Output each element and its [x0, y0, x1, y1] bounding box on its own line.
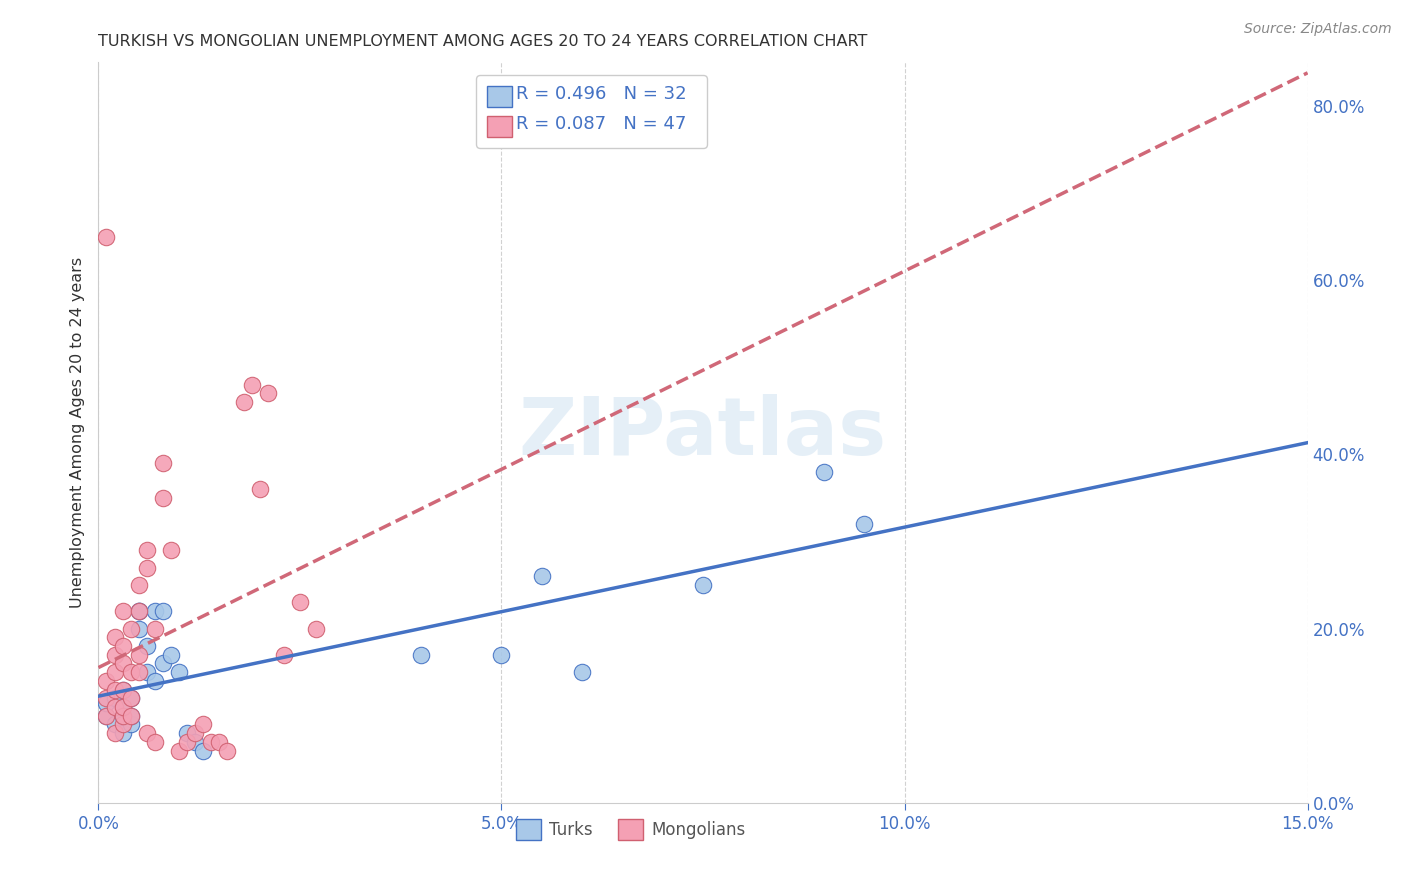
Point — [103, 665, 125, 680]
Point — [135, 543, 157, 558]
Point — [111, 604, 134, 618]
Point — [111, 700, 134, 714]
Point — [96, 708, 118, 723]
Point — [111, 682, 134, 697]
Point — [853, 517, 876, 532]
Point — [103, 682, 125, 697]
Point — [120, 717, 142, 731]
Point — [96, 691, 118, 706]
Point — [120, 708, 142, 723]
Point — [111, 682, 134, 697]
Point — [152, 491, 174, 505]
Point — [813, 465, 835, 479]
Point — [96, 708, 118, 723]
Text: R = 0.087   N = 47: R = 0.087 N = 47 — [516, 115, 686, 133]
Point — [208, 735, 231, 749]
Point — [491, 648, 513, 662]
Point — [96, 696, 118, 710]
Point — [103, 717, 125, 731]
Point — [143, 673, 166, 688]
Point — [200, 735, 222, 749]
Point — [111, 708, 134, 723]
Point — [128, 665, 150, 680]
Point — [103, 630, 125, 644]
Point — [120, 691, 142, 706]
Point — [160, 648, 183, 662]
Point — [176, 726, 198, 740]
Point — [135, 726, 157, 740]
Text: TURKISH VS MONGOLIAN UNEMPLOYMENT AMONG AGES 20 TO 24 YEARS CORRELATION CHART: TURKISH VS MONGOLIAN UNEMPLOYMENT AMONG … — [98, 34, 868, 49]
Point — [176, 735, 198, 749]
Point — [152, 657, 174, 671]
Point — [128, 622, 150, 636]
Point — [128, 648, 150, 662]
Point — [167, 743, 190, 757]
Point — [256, 386, 278, 401]
Point — [692, 578, 714, 592]
Point — [120, 622, 142, 636]
Point — [152, 604, 174, 618]
Y-axis label: Unemployment Among Ages 20 to 24 years: Unemployment Among Ages 20 to 24 years — [69, 257, 84, 608]
Point — [128, 604, 150, 618]
Point — [273, 648, 295, 662]
Point — [240, 377, 263, 392]
Point — [128, 604, 150, 618]
Point — [111, 708, 134, 723]
Point — [160, 543, 183, 558]
Text: Source: ZipAtlas.com: Source: ZipAtlas.com — [1244, 22, 1392, 37]
Point — [96, 673, 118, 688]
Point — [135, 665, 157, 680]
Point — [232, 395, 254, 409]
Text: ZIPatlas: ZIPatlas — [519, 393, 887, 472]
Point — [193, 743, 215, 757]
Point — [103, 691, 125, 706]
Point — [111, 639, 134, 653]
Point — [288, 595, 311, 609]
Point — [111, 700, 134, 714]
Point — [193, 717, 215, 731]
Point — [120, 691, 142, 706]
Text: R = 0.496   N = 32: R = 0.496 N = 32 — [516, 85, 686, 103]
Point — [143, 735, 166, 749]
Legend: Turks, Mongolians: Turks, Mongolians — [509, 813, 752, 847]
Point — [305, 622, 328, 636]
Point — [143, 604, 166, 618]
Point — [128, 578, 150, 592]
Point — [128, 604, 150, 618]
Point — [135, 639, 157, 653]
Point — [217, 743, 239, 757]
Point — [409, 648, 432, 662]
Point — [111, 717, 134, 731]
Point — [111, 657, 134, 671]
Point — [530, 569, 553, 583]
Point — [120, 708, 142, 723]
Point — [111, 726, 134, 740]
Point — [103, 648, 125, 662]
Point — [96, 229, 118, 244]
Point — [103, 726, 125, 740]
Point — [571, 665, 593, 680]
Point — [120, 665, 142, 680]
Point — [184, 726, 207, 740]
Point — [184, 735, 207, 749]
Point — [249, 482, 271, 496]
Point — [135, 560, 157, 574]
Point — [167, 665, 190, 680]
Point — [143, 622, 166, 636]
Point — [152, 456, 174, 470]
Point — [103, 700, 125, 714]
